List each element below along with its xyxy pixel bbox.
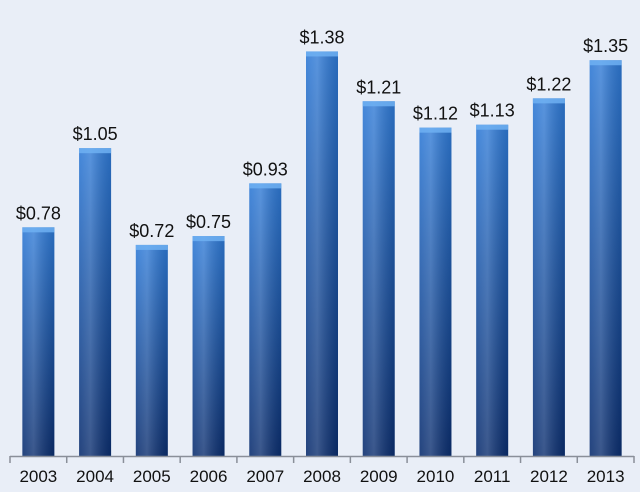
bar-top-highlight: [532, 98, 565, 104]
bar-2009: [362, 101, 395, 457]
bar-data-labels: $0.78 $1.05 $0.72 $0.75 $0.93 $1.38 $1.21 $1.12…: [16, 27, 628, 240]
bar-data-label: $1.05: [73, 124, 118, 144]
bar-sheen: [249, 183, 282, 456]
bar-top-highlight: [476, 124, 509, 130]
bar-sheen: [419, 127, 452, 456]
bar-data-label: $1.13: [470, 101, 515, 121]
bar-top-highlight: [589, 60, 622, 66]
bar-top-highlight: [22, 227, 55, 233]
x-axis-tick-labels: 2003 2004 2005 2006 2007 2008 2009 2010 2011 2012…: [19, 467, 624, 486]
bar-2006: [192, 236, 225, 456]
bar-data-label: $1.21: [356, 77, 401, 97]
bar-data-label: $0.78: [16, 203, 61, 223]
bar-data-label: $1.12: [413, 104, 458, 124]
bar-sheen: [135, 244, 168, 456]
bar-data-label: $0.93: [243, 159, 288, 179]
bar-sheen: [476, 124, 509, 457]
bar-2012: [532, 98, 565, 456]
bar-2011: [476, 124, 509, 457]
bar-data-label: $1.35: [583, 36, 628, 56]
bar-top-highlight: [306, 51, 338, 57]
bar-2003: [22, 227, 55, 456]
bars: [22, 51, 622, 457]
bar-data-label: $1.22: [526, 74, 571, 94]
x-tick-label: 2005: [133, 467, 171, 486]
bar-2013: [589, 60, 622, 456]
bar-sheen: [589, 60, 622, 456]
x-tick-label: 2009: [360, 467, 398, 486]
bar-top-highlight: [419, 127, 452, 133]
bar-2007: [249, 183, 282, 456]
bar-2004: [79, 148, 112, 457]
bar-sheen: [192, 236, 225, 456]
bar-sheen: [532, 98, 565, 456]
bar-top-highlight: [135, 244, 168, 250]
bar-2008: [306, 51, 338, 456]
x-tick-label: 2003: [19, 467, 57, 486]
bar-sheen: [362, 101, 395, 457]
bar-data-label: $0.72: [129, 221, 174, 241]
x-tick-label: 2006: [190, 467, 228, 486]
bar-2010: [419, 127, 452, 456]
x-tick-label: 2013: [587, 467, 625, 486]
bar-top-highlight: [79, 148, 112, 154]
bar-data-label: $1.38: [299, 27, 344, 47]
bar-2005: [135, 244, 168, 456]
bar-sheen: [22, 227, 55, 456]
bar-top-highlight: [249, 183, 282, 189]
x-tick-label: 2010: [417, 467, 455, 486]
bar-sheen: [79, 148, 112, 457]
x-tick-label: 2008: [303, 467, 341, 486]
x-tick-label: 2012: [530, 467, 568, 486]
x-tick-label: 2007: [246, 467, 284, 486]
x-tick-label: 2004: [76, 467, 114, 486]
bar-top-highlight: [362, 101, 395, 107]
bar-top-highlight: [192, 236, 225, 242]
x-axis-ticks: [9, 456, 635, 463]
x-tick-label: 2011: [474, 467, 511, 486]
bar-data-label: $0.75: [186, 212, 231, 232]
bar-sheen: [306, 51, 338, 456]
